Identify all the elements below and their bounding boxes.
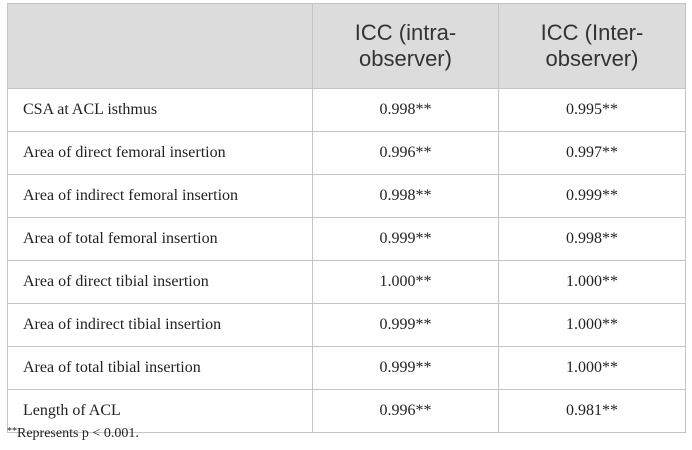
inter-value: 0.998** [498, 217, 686, 261]
inter-value: 0.999** [498, 174, 686, 218]
inter-value: 0.981** [498, 389, 686, 433]
intra-value: 0.996** [312, 389, 499, 433]
intra-value: 0.999** [312, 346, 499, 390]
intra-value: 0.998** [312, 88, 499, 132]
row-label: Area of indirect tibial insertion [7, 303, 313, 347]
table-header-row: ICC (intra-observer) ICC (Inter-observer… [7, 3, 686, 89]
row-label: Area of total tibial insertion [7, 346, 313, 390]
intra-value: 0.998** [312, 174, 499, 218]
table-row: Area of direct tibial insertion 1.000** … [7, 260, 686, 304]
table-row: Area of total femoral insertion 0.999** … [7, 217, 686, 261]
header-blank-cell [7, 3, 313, 89]
table-footnote: **Represents p < 0.001. [7, 426, 139, 442]
icc-table: ICC (intra-observer) ICC (Inter-observer… [7, 3, 686, 433]
inter-value: 0.995** [498, 88, 686, 132]
header-icc-inter: ICC (Inter-observer) [498, 3, 686, 89]
table-row: Area of indirect femoral insertion 0.998… [7, 174, 686, 218]
row-label: Area of direct femoral insertion [7, 131, 313, 175]
inter-value: 1.000** [498, 260, 686, 304]
inter-value: 0.997** [498, 131, 686, 175]
intra-value: 0.999** [312, 217, 499, 261]
row-label: Area of indirect femoral insertion [7, 174, 313, 218]
header-icc-intra: ICC (intra-observer) [312, 3, 499, 89]
table-row: Length of ACL 0.996** 0.981** [7, 389, 686, 433]
inter-value: 1.000** [498, 303, 686, 347]
row-label: Length of ACL [7, 389, 313, 433]
row-label: Area of direct tibial insertion [7, 260, 313, 304]
row-label: CSA at ACL isthmus [7, 88, 313, 132]
intra-value: 1.000** [312, 260, 499, 304]
intra-value: 0.999** [312, 303, 499, 347]
footnote-text: Represents p < 0.001. [17, 426, 139, 441]
intra-value: 0.996** [312, 131, 499, 175]
inter-value: 1.000** [498, 346, 686, 390]
footnote-marker: ** [7, 426, 17, 437]
icc-table-container: ICC (intra-observer) ICC (Inter-observer… [7, 3, 686, 433]
table-row: CSA at ACL isthmus 0.998** 0.995** [7, 88, 686, 132]
table-row: Area of total tibial insertion 0.999** 1… [7, 346, 686, 390]
row-label: Area of total femoral insertion [7, 217, 313, 261]
table-row: Area of indirect tibial insertion 0.999*… [7, 303, 686, 347]
table-row: Area of direct femoral insertion 0.996**… [7, 131, 686, 175]
